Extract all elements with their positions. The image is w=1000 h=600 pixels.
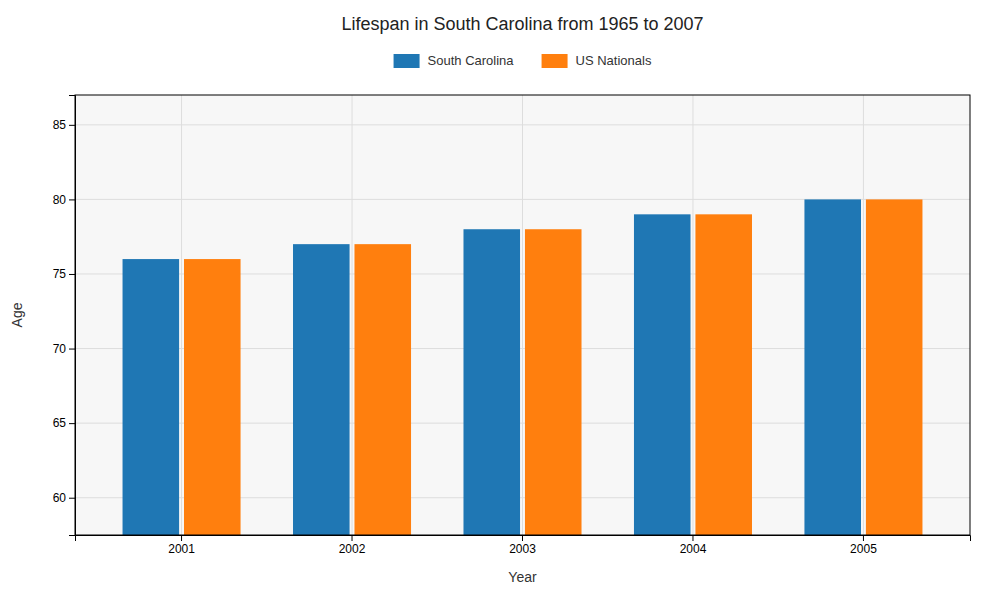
- grid-line-x: [181, 95, 182, 535]
- tick-label: 85: [53, 118, 67, 132]
- bars: [123, 199, 923, 535]
- bar: [184, 259, 241, 535]
- tick: 70: [53, 342, 75, 356]
- grid-line-x: [863, 95, 864, 535]
- grid-line-x: [352, 95, 353, 535]
- tick-mark: [69, 349, 75, 350]
- tick: 80: [53, 193, 75, 207]
- legend-swatch: [394, 54, 420, 68]
- bar: [804, 199, 861, 535]
- tick-mark: [181, 535, 182, 541]
- tick: 65: [53, 416, 75, 430]
- legend-label: US Nationals: [576, 53, 652, 68]
- tick-label: 2004: [680, 542, 707, 556]
- tick-mark: [522, 535, 523, 541]
- bar: [866, 199, 923, 535]
- axis-line: [69, 96, 76, 536]
- tick-label: 2002: [339, 542, 366, 556]
- series: [184, 199, 922, 535]
- tick-label: 2005: [850, 542, 877, 556]
- tick-mark: [69, 199, 75, 200]
- bar: [354, 244, 411, 535]
- tick: 2001: [168, 535, 195, 556]
- y-axis-title: Age: [9, 302, 25, 327]
- tick: 60: [53, 491, 75, 505]
- tick-mark: [863, 535, 864, 541]
- tick: 2002: [339, 535, 366, 556]
- tick-mark: [69, 498, 75, 499]
- title: Lifespan in South Carolina from 1965 to …: [341, 14, 703, 34]
- x-axis-title: Year: [508, 569, 537, 585]
- x-axis: 2001 2002 2003 2004 2005: [76, 535, 971, 556]
- tick-mark: [69, 274, 75, 275]
- legend-swatch: [542, 54, 568, 68]
- tick-mark: [69, 125, 75, 126]
- bar: [463, 229, 520, 535]
- grid-line-x: [522, 95, 523, 535]
- tick-label: 75: [53, 267, 67, 281]
- tick-mark: [692, 535, 693, 541]
- tick: 2003: [509, 535, 536, 556]
- bar: [634, 214, 691, 535]
- bar: [293, 244, 350, 535]
- grid-line-x: [692, 95, 693, 535]
- tick-mark: [352, 535, 353, 541]
- tick: 75: [53, 267, 75, 281]
- tick-label: 2001: [168, 542, 195, 556]
- legend-item: US Nationals: [542, 53, 652, 68]
- legend-item: South Carolina: [394, 53, 515, 68]
- tick-label: 70: [53, 342, 67, 356]
- legend-label: South Carolina: [428, 53, 515, 68]
- plot: 2001 2002 2003 2004 2005 60 65 70 75 80 85: [53, 95, 971, 600]
- tick: 85: [53, 118, 75, 132]
- bar: [695, 214, 752, 535]
- bar: [525, 229, 582, 535]
- tick: 2005: [850, 535, 877, 556]
- tick: 2004: [680, 535, 707, 556]
- axis-line: [76, 536, 971, 542]
- bar: [123, 259, 180, 535]
- tick-label: 80: [53, 193, 67, 207]
- tick-label: 2003: [509, 542, 536, 556]
- tick-mark: [69, 423, 75, 424]
- legend: South Carolina US Nationals: [394, 53, 652, 68]
- tick-label: 60: [53, 491, 67, 505]
- chart: 2001 2002 2003 2004 2005 60 65 70 75 80 85 Year Age L…: [0, 0, 1000, 600]
- tick-label: 65: [53, 416, 67, 430]
- plot-frame: [75, 95, 970, 535]
- series: [123, 199, 861, 535]
- y-axis: 60 65 70 75 80 85: [53, 96, 76, 536]
